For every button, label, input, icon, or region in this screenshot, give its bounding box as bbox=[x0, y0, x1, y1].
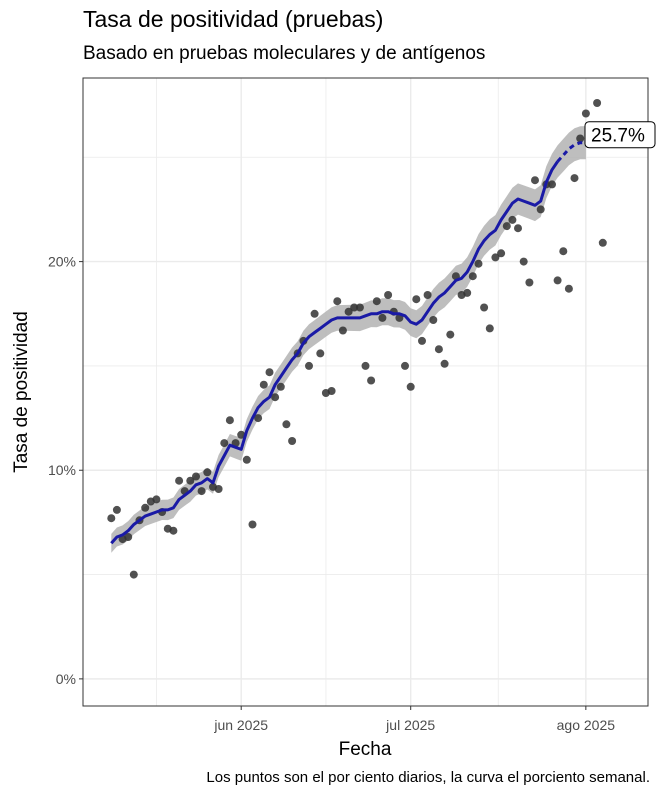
data-point bbox=[305, 361, 313, 370]
end-value-label-text: 25.7% bbox=[591, 126, 645, 147]
data-point bbox=[186, 476, 195, 485]
data-point bbox=[316, 349, 325, 358]
data-point bbox=[327, 387, 336, 395]
data-point bbox=[192, 472, 200, 481]
data-point bbox=[152, 495, 161, 504]
data-point bbox=[553, 276, 562, 285]
end-value-label-box bbox=[584, 121, 656, 149]
data-point bbox=[485, 324, 494, 333]
y-tick-label: 20% bbox=[48, 254, 76, 270]
data-point bbox=[463, 288, 472, 297]
data-point bbox=[446, 330, 455, 339]
grid-major bbox=[83, 78, 648, 706]
chart-caption: Los puntos son el por ciento diarios, la… bbox=[206, 769, 650, 786]
data-point bbox=[254, 414, 263, 423]
data-point bbox=[412, 295, 421, 304]
data-point bbox=[197, 487, 206, 496]
data-point bbox=[225, 416, 234, 425]
data-point bbox=[508, 215, 517, 224]
data-point bbox=[372, 297, 381, 306]
data-point bbox=[593, 99, 602, 107]
data-point bbox=[141, 503, 150, 512]
data-point bbox=[288, 437, 297, 445]
data-point bbox=[107, 514, 116, 523]
data-point bbox=[237, 430, 246, 439]
data-point bbox=[429, 316, 438, 324]
x-tick-label: jun 2025 bbox=[213, 717, 268, 733]
data-point bbox=[259, 380, 268, 389]
data-point bbox=[474, 259, 483, 268]
x-tick-label: ago 2025 bbox=[557, 717, 616, 733]
data-point bbox=[129, 570, 138, 579]
data-point bbox=[440, 359, 449, 368]
data-point bbox=[355, 303, 364, 312]
data-point bbox=[564, 284, 573, 293]
data-point bbox=[112, 505, 121, 514]
data-point bbox=[169, 526, 178, 535]
weekly-curve bbox=[110, 160, 559, 545]
data-point bbox=[598, 238, 607, 247]
plot-panel-background bbox=[83, 78, 648, 706]
data-point bbox=[559, 247, 568, 256]
data-point bbox=[124, 533, 133, 541]
data-point bbox=[480, 303, 489, 312]
data-point bbox=[214, 485, 223, 493]
y-axis-title: Tasa de positividad bbox=[11, 311, 32, 473]
chart-title: Tasa de positividad (pruebas) bbox=[83, 6, 384, 32]
data-point bbox=[378, 313, 387, 322]
chart-subtitle: Basado en pruebas moleculares y de antíg… bbox=[83, 43, 486, 64]
data-point bbox=[576, 134, 585, 143]
data-point bbox=[514, 224, 522, 233]
x-tick-label: jul 2025 bbox=[385, 717, 435, 733]
data-point bbox=[519, 257, 528, 266]
data-point bbox=[418, 336, 426, 345]
plot-panel-border bbox=[82, 77, 649, 707]
data-point bbox=[203, 468, 212, 477]
data-point bbox=[548, 180, 556, 189]
y-tick-label: 0% bbox=[56, 671, 76, 687]
data-point bbox=[282, 420, 291, 429]
data-point bbox=[384, 291, 393, 299]
data-point bbox=[401, 361, 409, 370]
data-point bbox=[265, 368, 274, 377]
data-point bbox=[310, 309, 319, 318]
data-point bbox=[248, 520, 257, 529]
data-point bbox=[338, 326, 347, 335]
x-axis: jun 2025 jul 2025 ago 2025 bbox=[213, 706, 615, 733]
data-point bbox=[423, 291, 432, 299]
y-tick-label: 10% bbox=[48, 462, 76, 478]
data-point bbox=[350, 303, 359, 312]
data-point bbox=[271, 393, 280, 402]
data-point bbox=[531, 176, 539, 185]
data-point bbox=[367, 376, 376, 385]
data-point bbox=[581, 109, 590, 118]
data-point bbox=[242, 455, 251, 464]
data-point bbox=[502, 222, 511, 231]
data-point bbox=[276, 382, 285, 391]
data-point bbox=[333, 297, 342, 306]
data-point bbox=[491, 253, 500, 262]
data-point bbox=[468, 272, 477, 281]
data-point bbox=[570, 174, 579, 183]
data-point bbox=[434, 345, 443, 354]
data-point bbox=[220, 439, 229, 448]
data-point bbox=[175, 476, 184, 485]
x-axis-title: Fecha bbox=[339, 739, 392, 760]
data-point bbox=[406, 382, 415, 391]
data-point bbox=[361, 361, 370, 370]
weekly-curve-extension bbox=[556, 141, 586, 163]
data-point bbox=[525, 278, 534, 287]
data-point bbox=[497, 249, 506, 258]
y-axis: 0% 10% 20% bbox=[48, 254, 83, 687]
data-point bbox=[344, 307, 353, 316]
data-point bbox=[536, 205, 545, 214]
end-value-label: 25.7% bbox=[584, 121, 656, 149]
